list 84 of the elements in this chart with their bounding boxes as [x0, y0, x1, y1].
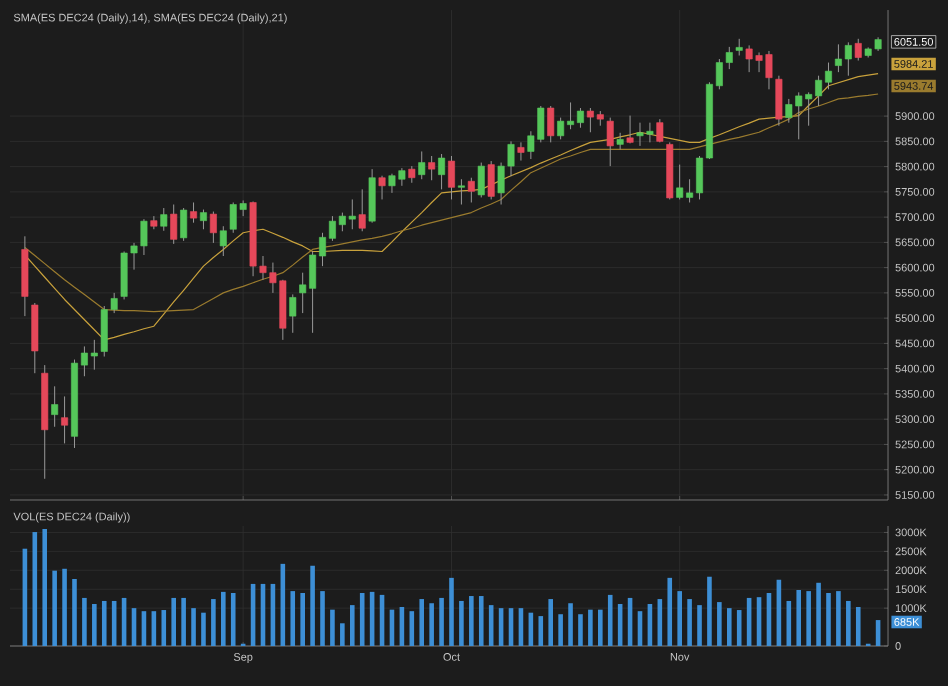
- candlestick: [626, 115, 634, 144]
- bar: [171, 597, 176, 646]
- candlestick: [21, 235, 29, 317]
- bar: [300, 593, 305, 646]
- candlestick: [448, 155, 455, 200]
- candlestick: [51, 385, 59, 428]
- bar: [62, 568, 67, 646]
- bar: [161, 610, 167, 646]
- bar: [469, 596, 474, 646]
- candlestick: [467, 177, 475, 203]
- bar: [687, 599, 692, 646]
- candlestick: [477, 162, 485, 198]
- bar: [846, 600, 851, 646]
- candlestick: [180, 207, 188, 242]
- bar: [855, 607, 861, 646]
- bar: [211, 599, 216, 646]
- candlestick: [418, 150, 426, 180]
- candlestick: [209, 211, 217, 244]
- candlestick: [854, 38, 862, 62]
- bar: [697, 605, 702, 646]
- candlestick: [358, 188, 366, 232]
- bar: [221, 591, 226, 646]
- bar: [826, 593, 831, 646]
- bar: [568, 603, 573, 646]
- bar: [578, 614, 583, 646]
- bar: [667, 577, 673, 646]
- candlestick: [438, 153, 446, 190]
- bar: [42, 529, 48, 646]
- bar: [598, 609, 603, 646]
- candlestick: [31, 302, 39, 374]
- bar: [607, 594, 613, 646]
- bar: [230, 593, 236, 646]
- bar: [478, 596, 484, 646]
- candlestick: [457, 178, 465, 205]
- bar: [82, 597, 87, 646]
- bar: [359, 593, 365, 646]
- bar: [429, 603, 434, 646]
- bar: [677, 591, 682, 646]
- candlestick: [378, 175, 386, 200]
- candlestick: [289, 293, 297, 334]
- bar: [707, 576, 712, 646]
- bar: [538, 616, 544, 646]
- candlestick: [61, 395, 69, 444]
- bar: [816, 582, 821, 646]
- bar: [92, 603, 97, 646]
- candlestick: [775, 75, 783, 127]
- candlestick: [517, 141, 525, 162]
- bar: [588, 609, 593, 646]
- bar: [796, 589, 802, 646]
- candlestick: [160, 207, 168, 232]
- candlestick: [199, 209, 207, 230]
- candlestick: [219, 225, 227, 257]
- bar: [201, 612, 206, 646]
- bar: [736, 610, 742, 646]
- candlestick: [428, 155, 436, 181]
- bar: [290, 591, 296, 646]
- bar: [449, 577, 454, 646]
- bar: [101, 600, 107, 646]
- bar: [191, 608, 196, 646]
- bar: [340, 623, 345, 646]
- bar: [548, 599, 553, 646]
- bar: [836, 591, 841, 646]
- candlestick: [606, 117, 614, 167]
- bar: [459, 600, 464, 646]
- bar: [726, 608, 732, 646]
- bar: [330, 609, 335, 646]
- bar: [558, 614, 563, 646]
- candlestick: [170, 204, 178, 245]
- bar: [72, 578, 77, 646]
- bar: [349, 605, 355, 646]
- bar: [320, 591, 325, 646]
- bar: [439, 597, 444, 646]
- bar: [310, 565, 315, 646]
- candlestick: [368, 168, 376, 224]
- candlestick: [150, 215, 158, 230]
- candlestick: [547, 105, 555, 143]
- bar: [181, 597, 186, 646]
- bar: [52, 570, 57, 646]
- candlestick: [487, 160, 495, 200]
- bar: [717, 602, 722, 646]
- bar: [806, 591, 811, 646]
- candlestick: [616, 132, 624, 150]
- candlestick: [190, 201, 198, 224]
- bar: [419, 599, 425, 646]
